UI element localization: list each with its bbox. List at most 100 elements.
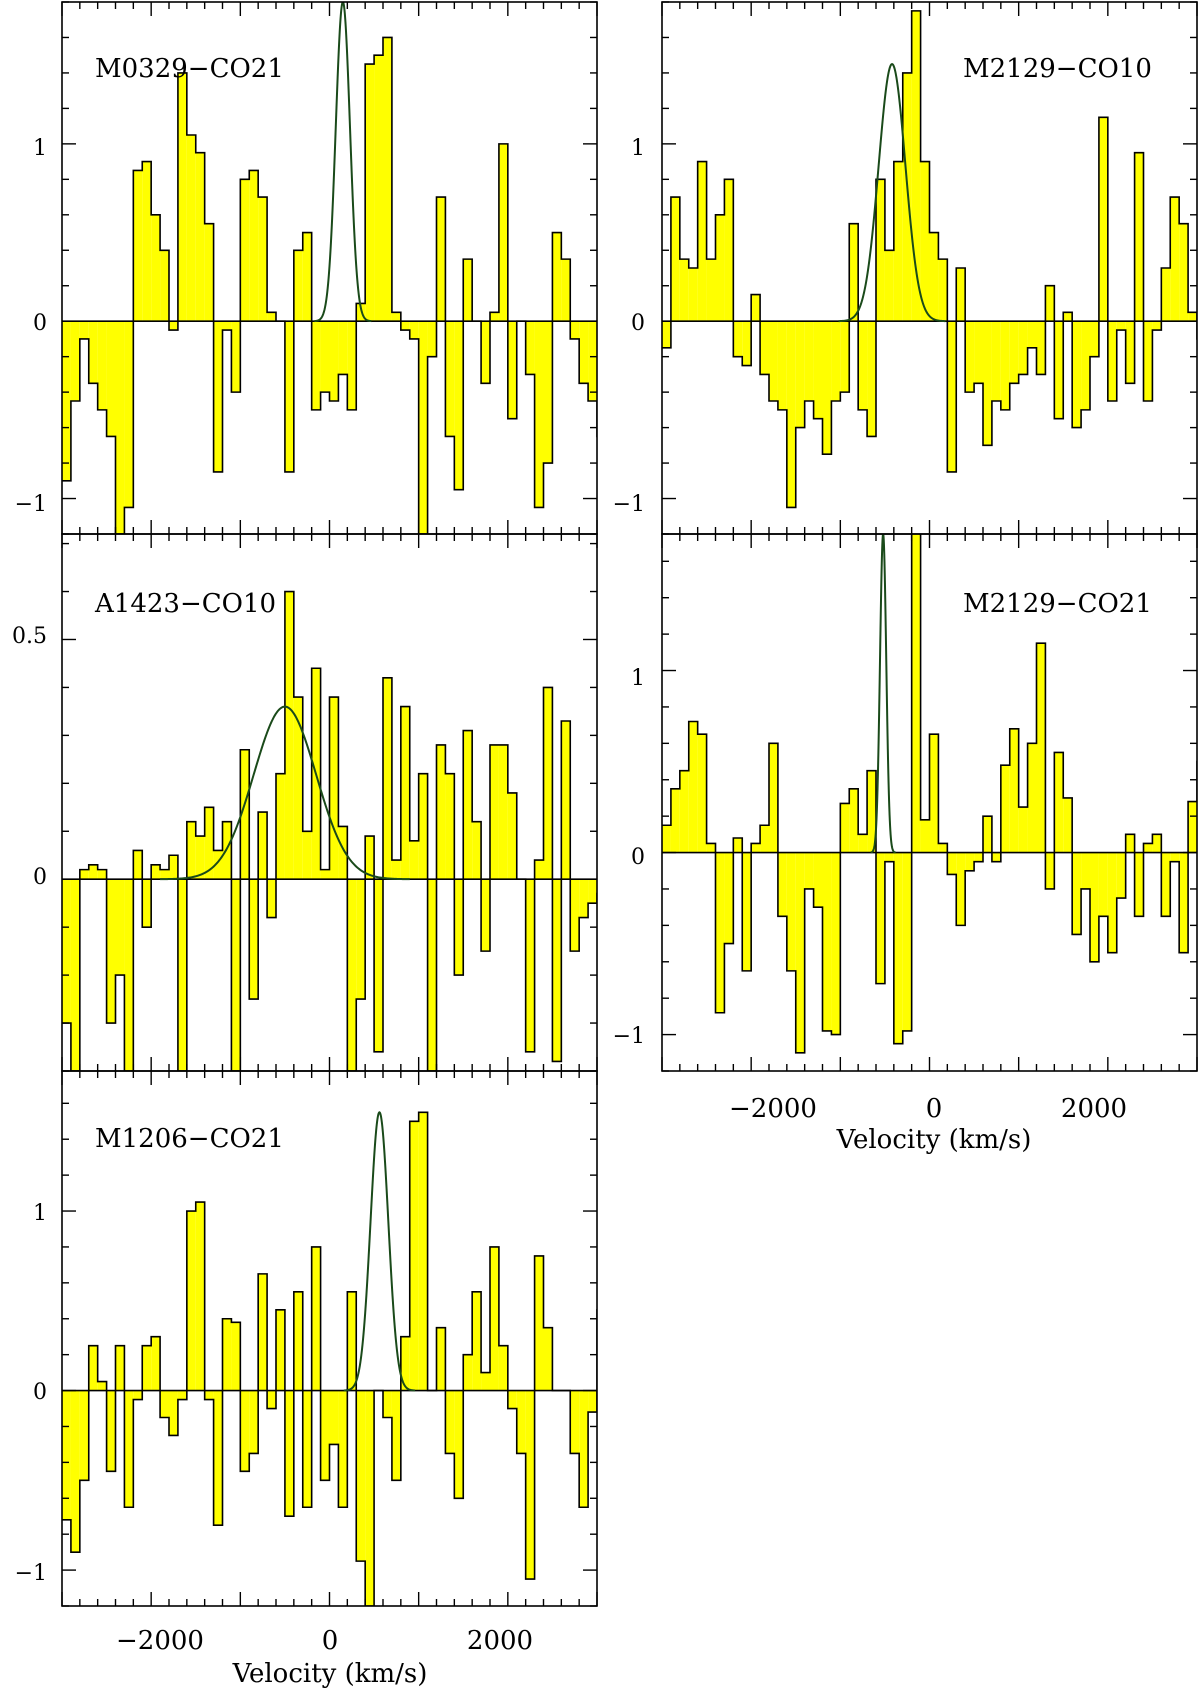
histogram-bar: [858, 834, 868, 853]
histogram-bar: [1170, 197, 1180, 322]
histogram-bar: [920, 161, 930, 322]
histogram-bar: [249, 170, 259, 322]
histogram-bar: [169, 1390, 178, 1436]
histogram-bar: [1161, 852, 1171, 917]
histogram-bar: [409, 1121, 419, 1391]
histogram-bar: [284, 591, 294, 880]
histogram-bar: [249, 1390, 259, 1454]
histogram-bar: [733, 321, 743, 357]
histogram-bar: [106, 321, 116, 437]
histogram-bar: [97, 321, 107, 410]
histogram-bar: [733, 837, 743, 853]
panel-m2129-co21: M2129−CO21 −1 0 1 −2000 0 2000 Velocity …: [613, 533, 1198, 1155]
histogram-bar: [1063, 312, 1073, 322]
histogram-bar: [427, 879, 437, 1071]
histogram-bar: [383, 677, 392, 880]
y-tick-label: 1: [33, 136, 47, 161]
y-tick-label: 0: [631, 845, 645, 870]
histogram-bar: [70, 879, 80, 1071]
histogram-bar: [1188, 801, 1197, 853]
histogram-bar: [320, 1390, 330, 1481]
histogram-bar: [222, 321, 232, 331]
histogram-bar: [1098, 117, 1108, 322]
histogram-bar: [186, 135, 196, 322]
histogram-bar: [365, 1390, 375, 1606]
histogram-bar: [822, 852, 832, 1031]
histogram-bar: [769, 321, 778, 401]
histogram-bar: [62, 879, 71, 1024]
histogram-bar: [543, 1327, 553, 1391]
histogram-bar: [1107, 321, 1117, 401]
histogram-bar: [920, 819, 930, 853]
histogram-bar: [561, 259, 571, 322]
histogram-bar: [938, 843, 948, 853]
histogram-bar: [1009, 728, 1019, 853]
histogram-bar: [1063, 797, 1073, 853]
histogram-outline: [62, 36, 597, 534]
histogram-bar: [1152, 834, 1162, 853]
histogram-bar: [974, 852, 983, 862]
histogram-bar: [258, 1273, 268, 1391]
histogram-bar: [177, 1390, 187, 1400]
histogram-bar: [391, 860, 401, 880]
histogram-bar: [115, 879, 125, 976]
histogram-bar: [570, 321, 580, 339]
histogram-bar: [177, 72, 187, 322]
y-tick-label: 1: [631, 136, 645, 161]
histogram-bar: [867, 770, 876, 853]
x-tick-label: 0: [926, 1094, 943, 1124]
histogram-bar: [679, 259, 689, 322]
panel-m0329-co21: M0329−CO21 −1 0 1: [15, 1, 598, 535]
histogram-bar: [338, 1390, 348, 1508]
gaussian-fit-curve: [838, 63, 946, 323]
histogram-bar: [97, 1381, 107, 1391]
histogram-bar: [516, 1390, 526, 1454]
y-tick-label: −1: [613, 1024, 645, 1049]
histogram-bar: [115, 1345, 125, 1391]
histogram-bar: [849, 788, 859, 853]
histogram-bar: [195, 1202, 205, 1391]
histogram-bar: [1054, 321, 1064, 419]
histogram-bar: [751, 843, 761, 853]
x-tick-label: −2000: [116, 1626, 204, 1656]
histogram-bar: [472, 821, 482, 880]
histogram-bar: [1027, 321, 1037, 348]
histogram-bar: [454, 321, 464, 490]
histogram-bar: [391, 312, 401, 322]
y-tick-label: 0: [33, 311, 47, 336]
histogram-bar: [525, 321, 535, 375]
histogram-bar: [929, 232, 939, 322]
histogram-bar: [715, 214, 725, 322]
gaussian-fit-curve: [314, 2, 372, 323]
histogram-bar: [160, 250, 169, 322]
histogram-bar: [1036, 321, 1046, 375]
histogram-bar: [1072, 321, 1082, 428]
histogram-bar: [876, 179, 885, 322]
histogram-bar: [409, 840, 419, 880]
histogram-bar: [552, 879, 562, 1062]
x-tick-label: −2000: [729, 1094, 817, 1124]
y-tick-label: −1: [15, 1561, 47, 1586]
histogram-bar: [822, 321, 832, 455]
histogram-bar: [498, 1345, 508, 1391]
histogram-bar: [1179, 852, 1189, 953]
histogram-bar: [356, 1390, 366, 1562]
histogram-bar: [124, 321, 134, 508]
histogram-bar: [284, 1390, 294, 1517]
histogram-bar: [507, 321, 517, 419]
y-tick-label: 0: [631, 311, 645, 336]
histogram-bar: [938, 259, 948, 322]
histogram-bar: [213, 321, 223, 472]
histogram-bar: [1143, 843, 1153, 853]
histogram-bar: [106, 1390, 116, 1472]
histogram-bar: [463, 259, 473, 322]
histogram-bar: [151, 1336, 161, 1391]
histogram-outline: [62, 1111, 597, 1606]
histogram-bar: [1045, 852, 1055, 889]
histogram-bar: [1054, 752, 1064, 853]
histogram-bar: [204, 807, 214, 880]
gaussian-fit-curve: [160, 705, 410, 881]
panel-label-m2129-co21: M2129−CO21: [963, 589, 1152, 619]
x-axis-label: Velocity (km/s): [836, 1125, 1032, 1155]
